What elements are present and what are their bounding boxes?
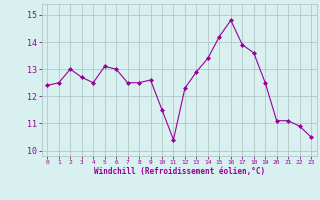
X-axis label: Windchill (Refroidissement éolien,°C): Windchill (Refroidissement éolien,°C) [94,167,265,176]
